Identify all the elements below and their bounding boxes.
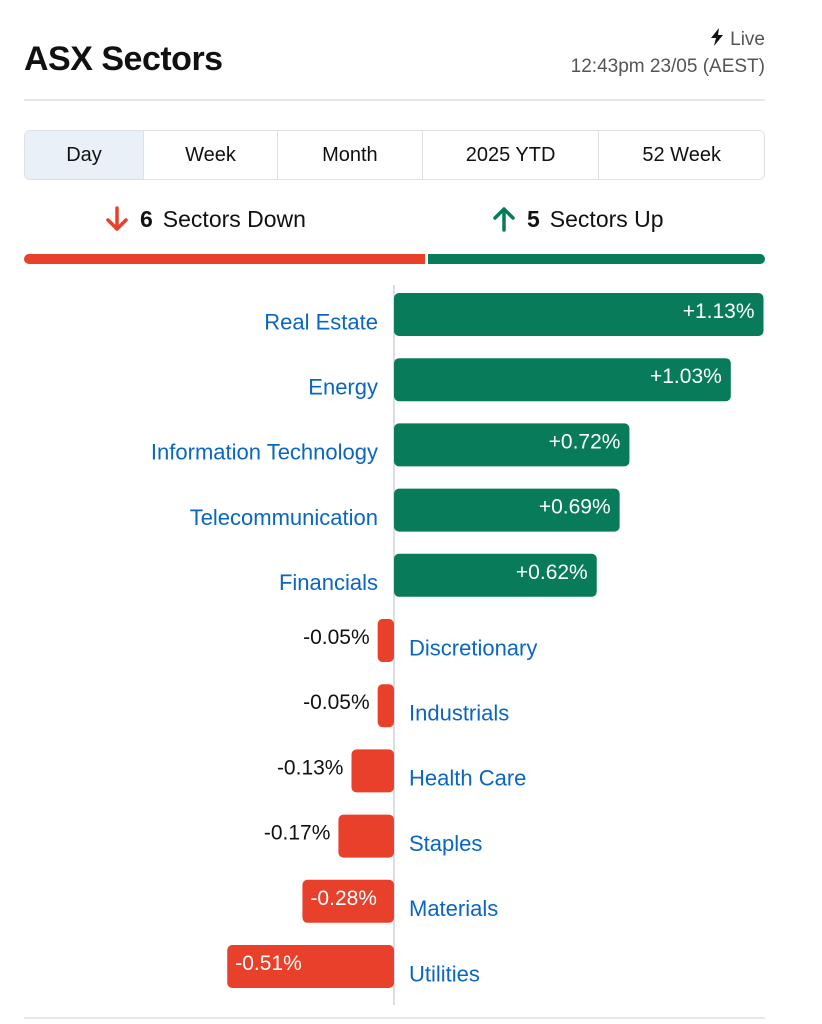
value-label-6: -0.05% [303,691,370,714]
category-label-1[interactable]: Energy [308,375,378,400]
arrow-up-icon [491,205,517,233]
tab-2025-ytd[interactable]: 2025 YTD [421,131,599,179]
period-tabs: Day Week Month 2025 YTD 52 Week [24,130,765,180]
value-label-10: -0.51% [235,952,302,975]
category-label-2[interactable]: Information Technology [151,440,378,465]
sectors-down-bar [24,254,425,264]
category-label-3[interactable]: Telecommunication [190,505,378,530]
bar-7 [351,749,394,793]
bar-10 [227,945,394,988]
bar-3 [394,488,620,532]
tab-day[interactable]: Day [25,131,144,179]
category-label-7[interactable]: Health Care [409,766,526,791]
bar-8 [338,814,394,858]
tab-52-week[interactable]: 52 Week [598,131,764,179]
sectors-up-label: Sectors Up [549,205,664,232]
sectors-up-bar [428,254,765,264]
value-label-1: +1.03% [650,365,722,388]
bar-4 [394,553,597,597]
live-indicator: Live [710,28,765,52]
sector-bar-chart: +1.13% Real Estate +1.03% Energy +0.72% Infor… [151,285,764,1005]
category-label-10[interactable]: Utilities [409,961,480,986]
value-label-9: -0.28% [310,887,377,910]
value-label-2: +0.72% [549,430,621,453]
bar-0 [394,293,764,336]
arrow-down-icon [104,205,130,233]
widget-title: ASX Sectors [24,40,223,78]
bar-5 [377,619,394,662]
sector-summary: 6 Sectors Down 5 Sectors Up [24,205,765,245]
bar-2 [394,423,630,467]
category-label-6[interactable]: Industrials [409,701,509,726]
bar-9 [302,879,394,923]
tab-month[interactable]: Month [276,131,422,179]
header-divider [24,99,765,101]
sectors-up-count: 5 [527,205,540,232]
bar-1 [394,358,731,402]
value-label-3: +0.69% [539,496,611,519]
category-label-0[interactable]: Real Estate [264,309,378,334]
value-label-5: -0.05% [303,626,370,649]
sectors-down-label: Sectors Down [162,205,306,232]
category-label-5[interactable]: Discretionary [409,635,537,660]
category-label-4[interactable]: Financials [279,570,378,595]
live-label: Live [730,29,765,50]
category-label-8[interactable]: Staples [409,831,482,856]
category-label-9[interactable]: Materials [409,896,498,921]
value-label-0: +1.13% [683,300,755,323]
timestamp: 12:43pm 23/05 (AEST) [570,56,765,77]
sectors-down-count: 6 [140,205,153,232]
asx-sectors-widget: ASX Sectors Live 12:43pm 23/05 (AEST) Da… [24,0,765,1024]
value-label-4: +0.62% [516,561,588,584]
sectors-up-summary: 5 Sectors Up [491,205,664,233]
tab-week[interactable]: Week [143,131,277,179]
bar-6 [377,684,394,728]
value-label-7: -0.13% [277,756,344,779]
lightning-icon [710,28,724,52]
sectors-down-summary: 6 Sectors Down [104,205,306,233]
footer-divider [24,1017,765,1019]
value-label-8: -0.17% [264,822,331,845]
